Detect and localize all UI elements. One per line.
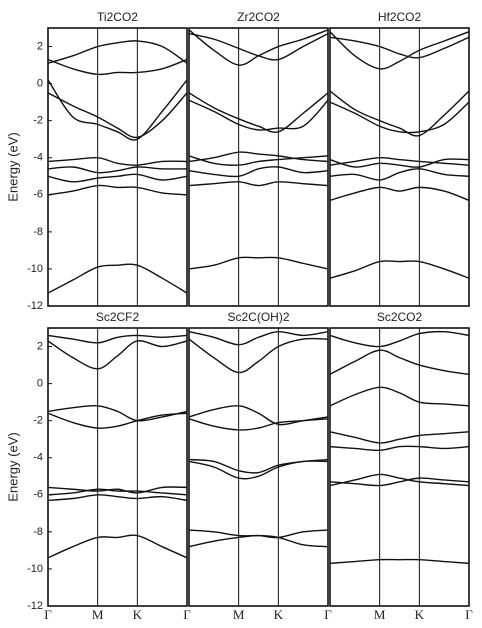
band-line xyxy=(330,158,469,168)
band-line xyxy=(48,184,187,196)
band-line xyxy=(189,534,328,548)
panel-frame xyxy=(329,27,470,307)
band-line xyxy=(330,431,469,444)
band-line xyxy=(189,29,328,66)
y-tick-label: -8 xyxy=(33,526,43,538)
band-line xyxy=(189,529,328,539)
y-tick-label: -8 xyxy=(33,226,43,238)
panel-title: Zr2CO2 xyxy=(237,10,280,24)
x-tick-label: Γ xyxy=(44,607,52,622)
band-line xyxy=(330,330,469,348)
band-line xyxy=(330,186,469,202)
band-line xyxy=(330,156,469,166)
y-axis-label: Energy (eV) xyxy=(5,432,20,501)
band-line xyxy=(330,445,469,452)
band-line xyxy=(330,168,469,181)
band-line xyxy=(48,156,187,166)
panel-frame xyxy=(47,327,188,607)
band-line xyxy=(48,534,187,559)
y-tick-label: -6 xyxy=(33,489,43,501)
panel-title: Sc2CO2 xyxy=(377,310,423,324)
band-line xyxy=(48,486,187,494)
y-tick-label: -10 xyxy=(27,263,43,275)
y-tick-label: 2 xyxy=(37,40,43,52)
panel-title: Sc2C(OH)2 xyxy=(227,310,289,324)
band-line xyxy=(330,36,469,59)
y-tick-label: 0 xyxy=(37,78,43,90)
band-line xyxy=(189,405,328,426)
x-tick-label: Γ xyxy=(183,607,191,622)
band-line xyxy=(48,412,187,429)
band-line xyxy=(48,79,187,141)
band-line xyxy=(48,340,187,370)
x-tick-label: M xyxy=(233,607,245,622)
y-tick-label: -10 xyxy=(27,563,43,575)
x-tick-label: K xyxy=(415,607,425,622)
panel-frame xyxy=(47,27,188,307)
x-tick-label: M xyxy=(374,607,386,622)
band-line xyxy=(48,173,187,183)
panel-frame xyxy=(188,327,329,607)
x-tick-label: Γ xyxy=(324,607,332,622)
y-tick-label: -12 xyxy=(27,600,43,612)
band-line xyxy=(330,477,469,487)
band-line xyxy=(48,92,187,139)
band-line xyxy=(330,260,469,279)
band-line xyxy=(189,337,328,374)
band-line xyxy=(189,166,328,178)
band-line xyxy=(330,31,469,70)
y-tick-label: 2 xyxy=(37,340,43,352)
panel xyxy=(48,28,187,306)
band-line xyxy=(330,101,469,134)
band-line xyxy=(189,458,328,474)
panel-frame xyxy=(188,27,329,307)
panel-frame xyxy=(329,327,470,607)
panel xyxy=(189,28,328,306)
band-line xyxy=(48,405,187,422)
y-tick-label: -2 xyxy=(33,115,43,127)
band-line xyxy=(48,40,187,64)
band-line xyxy=(48,166,187,174)
band-line xyxy=(189,256,328,270)
band-line xyxy=(189,418,328,431)
band-line xyxy=(48,263,187,294)
x-tick-label: Γ xyxy=(465,607,473,622)
band-line xyxy=(48,58,187,76)
band-line xyxy=(189,151,328,163)
x-tick-label: K xyxy=(133,607,143,622)
band-line xyxy=(48,488,187,496)
x-tick-label: M xyxy=(92,607,104,622)
y-axis-label: Energy (eV) xyxy=(5,132,20,201)
band-line xyxy=(330,90,469,137)
band-line xyxy=(330,386,469,407)
panel-title: Hf2CO2 xyxy=(378,10,422,24)
band-line xyxy=(189,155,328,166)
y-tick-label: -6 xyxy=(33,189,43,201)
panel-title: Sc2CF2 xyxy=(96,310,140,324)
band-line xyxy=(189,32,328,61)
y-tick-label: -12 xyxy=(27,300,43,312)
y-tick-label: -2 xyxy=(33,415,43,427)
band-line xyxy=(330,349,469,376)
band-line xyxy=(48,334,187,344)
panel xyxy=(330,328,469,606)
band-line xyxy=(330,473,469,487)
panel xyxy=(189,328,328,606)
y-tick-label: -4 xyxy=(33,152,43,164)
band-line xyxy=(48,494,187,502)
band-line xyxy=(189,181,328,187)
y-tick-label: 0 xyxy=(37,378,43,390)
band-line xyxy=(189,99,328,131)
panel-title: Ti2CO2 xyxy=(97,10,138,24)
panel xyxy=(48,328,187,606)
band-line xyxy=(189,460,328,480)
panel xyxy=(330,28,469,306)
band-line xyxy=(189,92,328,133)
band-line xyxy=(189,331,328,346)
y-tick-label: -4 xyxy=(33,452,43,464)
band-line xyxy=(330,558,469,565)
x-tick-label: K xyxy=(274,607,284,622)
